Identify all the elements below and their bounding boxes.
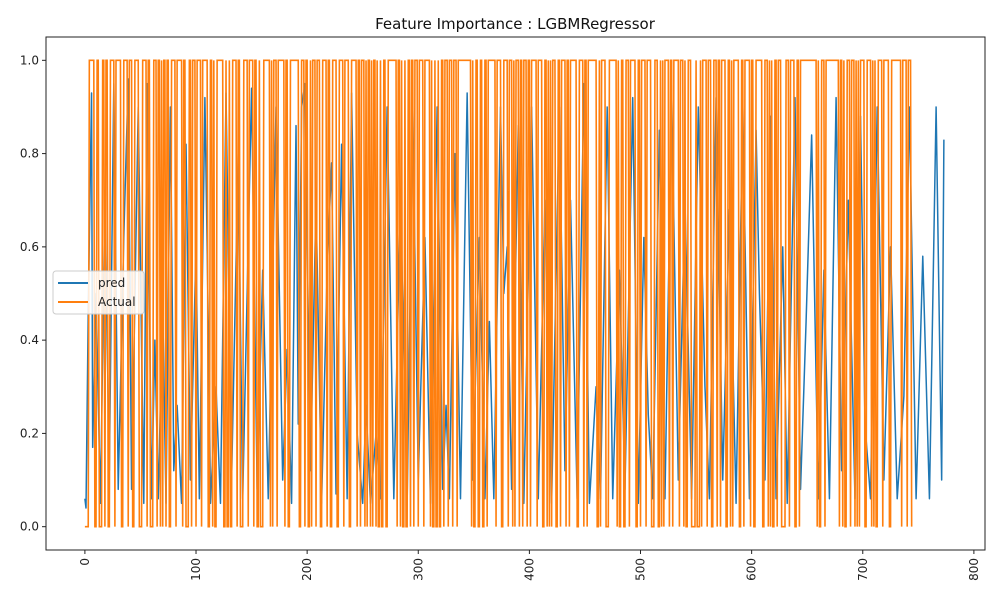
y-tick-label: 0.4 [20,333,39,347]
x-tick-label: 0 [78,558,92,566]
x-tick-label: 500 [634,558,648,581]
x-tick-label: 300 [411,558,425,581]
legend-label: pred [98,276,125,290]
x-tick-label: 800 [967,558,981,581]
legend: pred Actual [52,270,145,315]
y-tick-label: 0.6 [20,240,39,254]
plot-frame [45,36,986,551]
series-layer [84,59,945,528]
y-tick-label: 0.0 [20,520,39,534]
x-tick-label: 700 [856,558,870,581]
series-line-actual [84,59,913,528]
y-tick-label: 0.2 [20,426,39,440]
x-tick-label: 400 [522,558,536,581]
x-tick-label: 200 [300,558,314,581]
x-tick-label: 600 [745,558,759,581]
y-axis: 0.0 0.2 0.4 0.6 0.8 1.0 [20,53,46,534]
legend-frame [52,270,145,315]
x-tick-label: 100 [189,558,203,581]
y-tick-label: 1.0 [20,53,39,67]
legend-label: Actual [98,295,136,309]
chart-title: Feature Importance : LGBMRegressor [375,15,656,33]
y-tick-label: 0.8 [20,147,39,161]
x-axis: 0 100 200 300 400 500 600 700 800 [78,550,981,581]
